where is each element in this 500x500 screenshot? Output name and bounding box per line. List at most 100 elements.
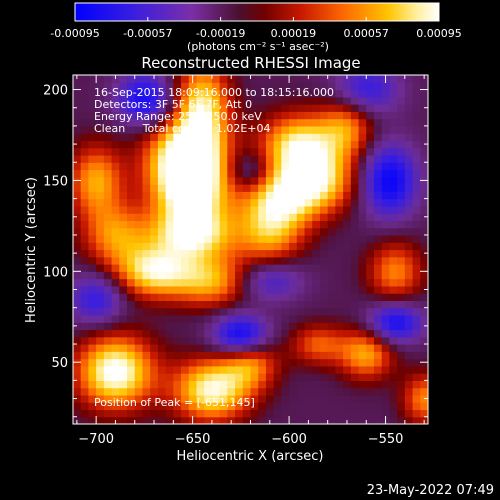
heatmap-cell	[250, 307, 259, 316]
heatmap-cell	[227, 409, 236, 418]
heatmap-cell	[142, 227, 151, 236]
heatmap-cell	[188, 373, 198, 381]
heatmap-cell	[389, 176, 398, 185]
heatmap-cell	[312, 322, 321, 331]
heatmap-cell	[296, 162, 306, 171]
heatmap-cell	[204, 82, 213, 91]
heatmap-cell	[366, 249, 375, 258]
heatmap-cell	[327, 147, 336, 156]
heatmap-cell	[157, 300, 167, 309]
heatmap-cell	[312, 205, 321, 214]
heatmap-cell	[242, 125, 252, 134]
heatmap-cell	[242, 234, 252, 243]
heatmap-cell	[404, 387, 414, 396]
heatmap-cell	[211, 162, 221, 171]
heatmap-cell	[142, 344, 151, 352]
heatmap-cell	[404, 285, 414, 294]
heatmap-cell	[412, 416, 421, 424]
heatmap-cell	[258, 184, 267, 192]
heatmap-cell	[157, 75, 167, 83]
heatmap-cell	[119, 344, 128, 352]
heatmap-cell	[173, 322, 182, 331]
heatmap-cell	[358, 89, 367, 98]
heatmap-cell	[188, 278, 198, 287]
heatmap-cell	[373, 242, 383, 251]
heatmap-cell	[204, 365, 213, 374]
heatmap-cell	[150, 344, 159, 352]
heatmap-cell	[204, 256, 213, 265]
heatmap-cell	[412, 278, 421, 287]
heatmap-cell	[204, 278, 213, 287]
heatmap-cell	[381, 293, 391, 301]
heatmap-cell	[96, 213, 105, 222]
heatmap-cell	[134, 351, 144, 360]
heatmap-cell	[88, 118, 97, 127]
heatmap-cell	[366, 242, 375, 251]
heatmap-cell	[196, 205, 205, 214]
heatmap-cell	[404, 271, 414, 280]
heatmap-cell	[381, 227, 391, 236]
heatmap-cell	[258, 242, 267, 251]
heatmap-cell	[227, 82, 236, 91]
heatmap-cell	[80, 125, 90, 134]
heatmap-cell	[204, 285, 213, 294]
heatmap-cell	[88, 271, 97, 280]
heatmap-cell	[96, 75, 105, 83]
heatmap-cell	[150, 293, 159, 301]
heatmap-cell	[235, 307, 244, 316]
heatmap-cell	[242, 409, 252, 418]
heatmap-cell	[273, 147, 282, 156]
heatmap-cell	[420, 387, 428, 396]
heatmap-cell	[181, 242, 190, 251]
heatmap-cell	[111, 111, 120, 120]
heatmap-cell	[119, 293, 128, 301]
heatmap-cell	[88, 285, 97, 294]
heatmap-cell	[265, 184, 275, 192]
heatmap-cell	[80, 307, 90, 316]
heatmap-cell	[273, 140, 282, 149]
heatmap-cell	[103, 242, 113, 251]
heatmap-cell	[73, 271, 82, 280]
heatmap-cell	[165, 82, 174, 91]
heatmap-cell	[381, 205, 391, 214]
heatmap-cell	[227, 227, 236, 236]
heatmap-cell	[211, 191, 221, 200]
heatmap-cell	[304, 409, 313, 418]
heatmap-cell	[157, 416, 167, 424]
heatmap-cell	[204, 307, 213, 316]
heatmap-cell	[196, 314, 205, 323]
heatmap-cell	[265, 118, 275, 127]
heatmap-cell	[157, 307, 167, 316]
heatmap-cell	[157, 329, 167, 338]
heatmap-cell	[181, 89, 190, 98]
heatmap-cell	[165, 140, 174, 149]
heatmap-cell	[80, 234, 90, 243]
heatmap-cell	[335, 213, 344, 222]
heatmap-cell	[273, 394, 282, 403]
heatmap-cell	[319, 394, 329, 403]
heatmap-cell	[150, 140, 159, 149]
heatmap-cell	[80, 278, 90, 287]
heatmap-cell	[111, 234, 120, 243]
heatmap-cell	[73, 278, 82, 287]
heatmap-cell	[111, 373, 120, 381]
heatmap-cell	[312, 184, 321, 192]
heatmap-cell	[258, 118, 267, 127]
heatmap-cell	[142, 154, 151, 163]
heatmap-cell	[235, 314, 244, 323]
heatmap-cell	[103, 380, 113, 389]
heatmap-cell	[358, 111, 367, 120]
heatmap-cell	[273, 351, 282, 360]
heatmap-cell	[173, 242, 182, 251]
heatmap-cell	[358, 234, 367, 243]
heatmap-cell	[289, 256, 298, 265]
heatmap-cell	[343, 118, 352, 127]
heatmap-cell	[173, 336, 182, 345]
heatmap-cell	[181, 344, 190, 352]
heatmap-cell	[211, 205, 221, 214]
heatmap-cell	[389, 322, 398, 331]
heatmap-cell	[181, 409, 190, 418]
heatmap-cell	[96, 89, 105, 98]
heatmap-cell	[350, 293, 360, 301]
heatmap-cell	[119, 184, 128, 192]
